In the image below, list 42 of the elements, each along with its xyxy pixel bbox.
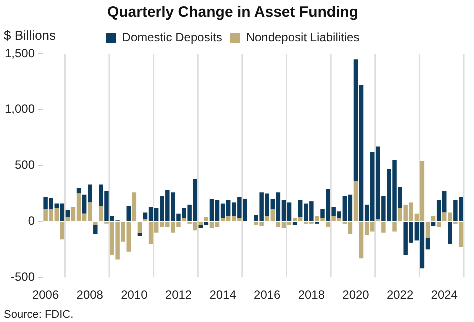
x-tick-label: 2020 bbox=[342, 288, 370, 302]
bar bbox=[426, 222, 430, 238]
x-tick-label: 2022 bbox=[386, 288, 414, 302]
bar bbox=[138, 222, 142, 233]
chart-title: Quarterly Change in Asset Funding bbox=[107, 4, 359, 22]
legend-label: Domestic Deposits bbox=[122, 30, 222, 44]
x-tick-label: 2018 bbox=[298, 288, 326, 302]
bar bbox=[126, 206, 132, 222]
bar bbox=[94, 222, 98, 226]
y-tick-label: 500 bbox=[15, 158, 36, 172]
bar bbox=[292, 222, 298, 226]
x-tick-label: 2016 bbox=[254, 288, 282, 302]
bar bbox=[448, 222, 452, 244]
bar bbox=[204, 217, 209, 222]
y-tick-label: 1,500 bbox=[5, 46, 36, 60]
bar bbox=[354, 181, 358, 222]
y-tick-label: -500 bbox=[11, 270, 36, 284]
bar bbox=[99, 206, 104, 222]
bar bbox=[60, 222, 65, 240]
source-note: Source: FDIC. bbox=[4, 309, 74, 321]
x-tick-label: 2010 bbox=[121, 288, 148, 302]
bar bbox=[132, 192, 137, 222]
y-axis-title: $ Billions bbox=[4, 28, 57, 43]
bar bbox=[204, 222, 209, 226]
bar bbox=[431, 222, 436, 226]
bar bbox=[431, 216, 436, 222]
x-tick-label: 2024 bbox=[431, 288, 458, 302]
x-tick-label: 2008 bbox=[76, 288, 104, 302]
y-tick-label: 1,000 bbox=[5, 102, 36, 116]
x-tick-label: 2012 bbox=[165, 288, 192, 302]
bar bbox=[94, 225, 98, 234]
bar bbox=[198, 225, 204, 228]
bar bbox=[76, 188, 82, 194]
x-tick-label: 2014 bbox=[210, 288, 237, 302]
bar bbox=[182, 218, 186, 222]
y-tick-label: 0 bbox=[28, 214, 36, 228]
bar bbox=[392, 222, 397, 232]
x-tick-label: 2006 bbox=[32, 288, 60, 302]
bar bbox=[326, 222, 330, 228]
bar bbox=[436, 222, 442, 228]
bar bbox=[382, 222, 386, 233]
legend-label: Nondeposit Liabilities bbox=[246, 30, 360, 44]
